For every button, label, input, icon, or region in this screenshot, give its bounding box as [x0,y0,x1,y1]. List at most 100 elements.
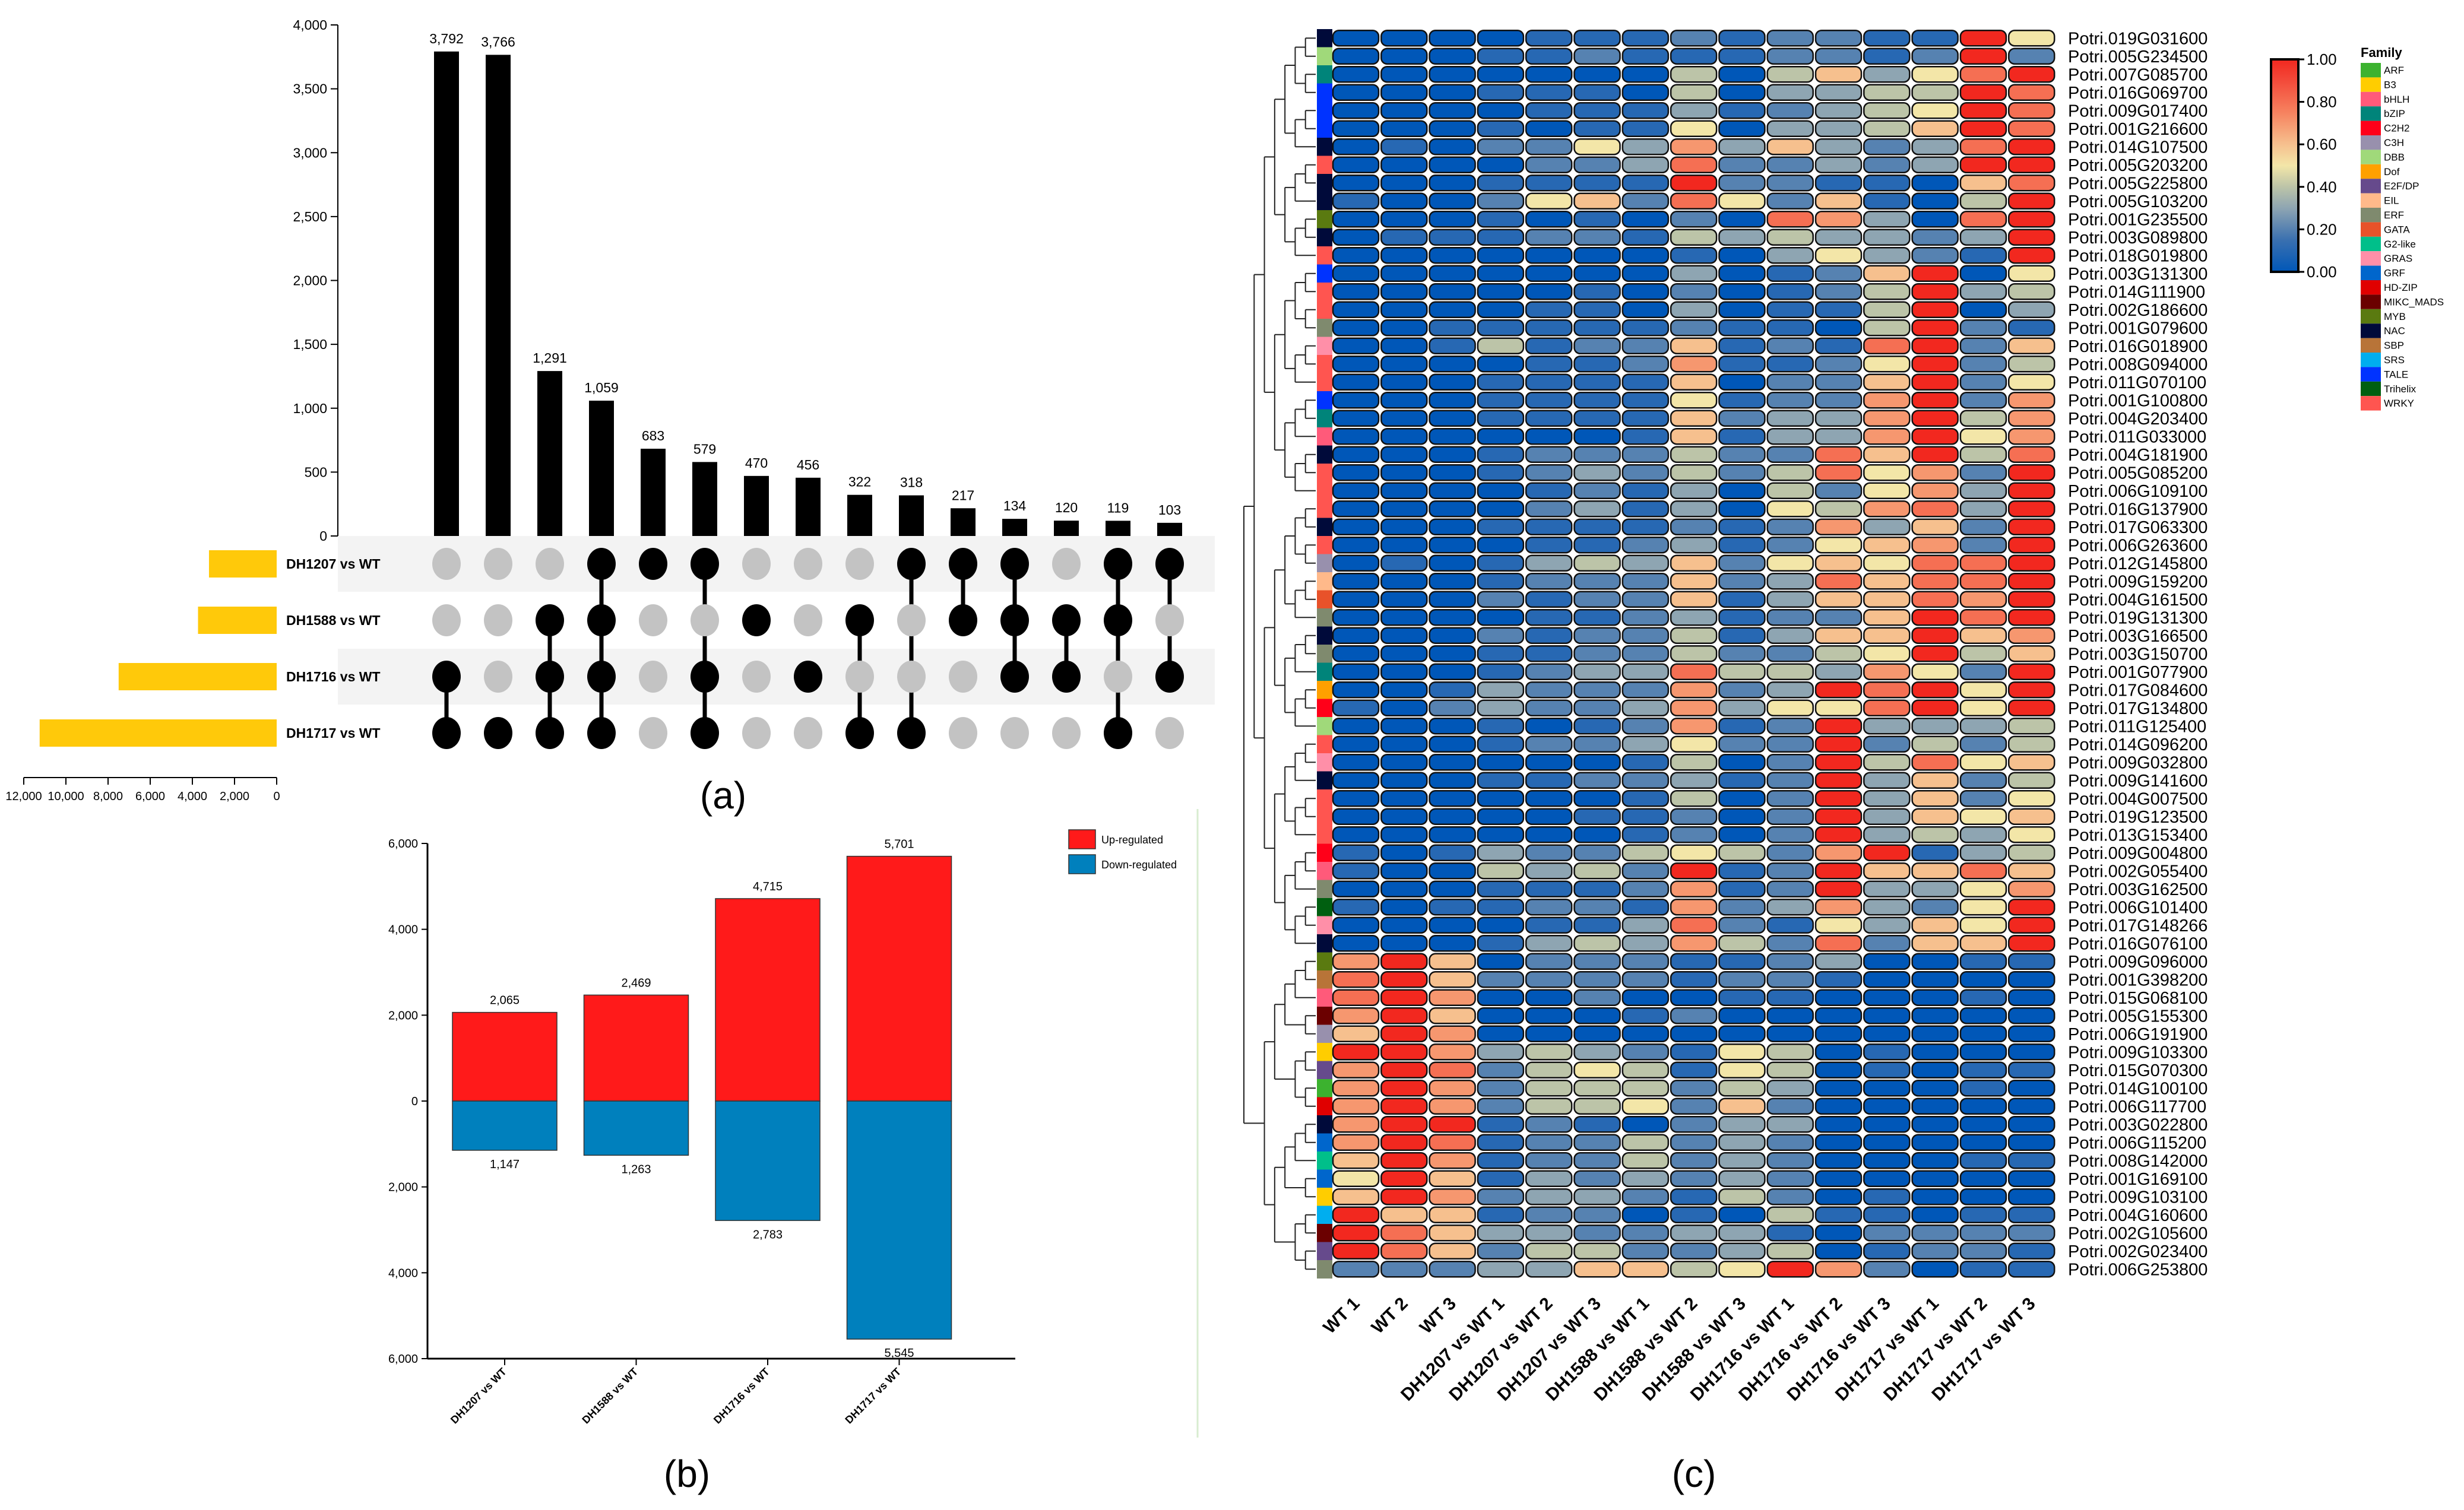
family-legend-label: G2-like [2384,239,2416,250]
heatmap-cell [1429,663,1476,680]
heatmap-cell [1766,1007,1814,1024]
heatmap-cell [1863,1007,1911,1024]
heatmap-cell [1959,229,2007,246]
heatmap-cell [1477,554,1525,572]
heatmap-cell [1525,500,1573,518]
heatmap-cell [1766,554,1814,572]
membership-dot-filled [949,604,977,636]
heatmap-cell [1863,175,1911,192]
family-legend-label: C2H2 [2384,123,2409,134]
heatmap-cell [2007,554,2056,572]
heatmap-cell [1573,554,1621,572]
gene-label: Potri.003G166500 [2068,627,2208,646]
y-tick-label: 0 [319,528,327,544]
family-legend-swatch [2361,91,2381,107]
heatmap-cell [1959,935,2007,952]
heatmap-cell [1477,1007,1525,1024]
heatmap-cell [1911,229,1959,246]
heatmap-cell [1621,971,1670,988]
heatmap-cell [1863,1134,1911,1151]
membership-dot-filled [639,548,667,580]
heatmap-cell [1573,102,1621,119]
intersection-bar [1157,522,1182,536]
down-value-label: 1,147 [490,1158,520,1171]
heatmap-cell [1573,591,1621,608]
family-legend-swatch [2361,265,2381,280]
family-legend-label: bHLH [2384,94,2409,105]
heatmap-cell [1863,573,1911,590]
colorbar-tick-label: 0.00 [2307,263,2337,281]
heatmap-cell [1814,573,1863,590]
heatmap-cell [1477,283,1525,300]
heatmap-cell [1525,66,1573,83]
family-annotation-cell [1317,445,1332,464]
heatmap-cell [1525,862,1573,880]
family-legend-swatch [2361,396,2381,411]
heatmap-cell [1429,392,1476,409]
heatmap-cell [1718,175,1766,192]
heatmap-cell [1670,1134,1718,1151]
heatmap-cell [1621,1097,1670,1115]
heatmap-cell [1477,1225,1525,1242]
membership-dot-empty [742,717,771,749]
family-annotation-cell [1317,554,1332,573]
gene-label: Potri.003G162500 [2068,880,2208,899]
heatmap-cell [1911,790,1959,807]
heatmap-cell [1718,1007,1766,1024]
heatmap-cell [1670,410,1718,427]
heatmap-cell [1718,1080,1766,1097]
heatmap-cell [1525,880,1573,897]
heatmap-cell [1670,175,1718,192]
membership-dot-filled [949,548,977,580]
y-tick-label: 2,000 [388,1009,418,1022]
heatmap-cell [1380,554,1428,572]
heatmap-cell [1959,790,2007,807]
heatmap-cell [1911,971,1959,988]
membership-dot-filled [1000,661,1029,693]
heatmap-cell [1670,66,1718,83]
gene-label: Potri.001G077900 [2068,663,2208,682]
heatmap-cell [1380,1134,1428,1151]
family-annotation-cell [1317,47,1332,66]
heatmap-cell [1525,953,1573,970]
family-annotation-cell [1317,119,1332,138]
intersection-bar [899,495,924,536]
heatmap-cell [1863,482,1911,499]
heatmap-cell [1573,1134,1621,1151]
heatmap-cell [1380,537,1428,554]
heatmap-cell [1814,229,1863,246]
heatmap-cell [1380,645,1428,662]
heatmap-cell [1332,1007,1380,1024]
heatmap-cell [1863,1261,1911,1278]
heatmap-cell [1573,899,1621,916]
heatmap-cell [2007,916,2056,934]
family-annotation-cell [1317,373,1332,392]
heatmap-cell [1911,1261,1959,1278]
heatmap-cell [1814,356,1863,373]
heatmap-cell [1670,229,1718,246]
heatmap-cell [2007,537,2056,554]
heatmap-cell [1959,735,2007,753]
heatmap-cell [1670,1242,1718,1260]
membership-dot-filled [587,717,616,749]
heatmap-cell [1959,356,2007,373]
heatmap-cell [1573,790,1621,807]
heatmap-cell [1814,1043,1863,1061]
heatmap-cell [1959,718,2007,735]
heatmap-cell [1621,935,1670,952]
heatmap-cell [1621,428,1670,445]
family-annotation-cell [1317,355,1332,373]
heatmap-cell [1814,554,1863,572]
up-value-label: 4,715 [753,880,783,893]
family-annotation-cell [1317,536,1332,554]
set-size-bar [39,719,277,747]
heatmap-cell [1477,591,1525,608]
heatmap-cell [2007,211,2056,228]
heatmap-cell [1863,1043,1911,1061]
gene-label: Potri.019G131300 [2068,608,2208,627]
heatmap-cell [1621,953,1670,970]
heatmap-cell [1670,319,1718,337]
heatmap-cell [1863,356,1911,373]
heatmap-cell [1766,699,1814,716]
heatmap-cell [2007,953,2056,970]
